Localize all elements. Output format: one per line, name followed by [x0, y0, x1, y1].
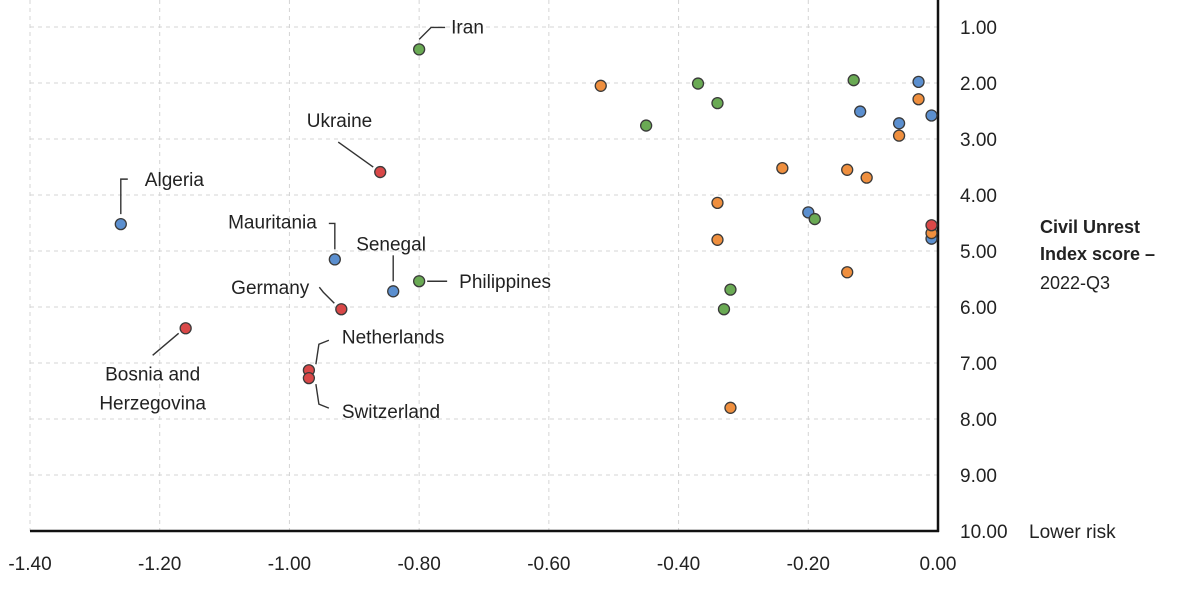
point-label: Ukraine: [307, 111, 372, 132]
data-point-blue: [328, 253, 341, 266]
y-tick-label: 10.00: [960, 522, 1008, 543]
x-tick-label: -1.00: [268, 554, 311, 575]
point-label: Algeria: [145, 170, 205, 191]
data-point-green: [724, 283, 737, 296]
point-label: Switzerland: [342, 402, 440, 423]
leader-line: [418, 26, 446, 40]
y-axis-title-line1: Civil Unrest: [1040, 217, 1140, 237]
grid-lines: [29, 0, 939, 532]
data-point-blue: [854, 105, 867, 118]
point-labels: Algeria Mauritania Senegal Iran Philippines U…: [99, 17, 551, 423]
data-point-blue: [892, 117, 906, 130]
data-point-red: [302, 371, 316, 385]
data-point-blue: [387, 285, 400, 298]
data-point-blue: [114, 217, 127, 231]
x-tick-label: -0.40: [657, 554, 700, 575]
point-label: Mauritania: [228, 212, 317, 233]
data-point-green: [412, 275, 426, 288]
x-axis-ticks: -1.40 -1.20 -1.00 -0.80 -0.60 -0.40 -0.20 0.00: [8, 554, 956, 575]
data-point-orange: [776, 161, 789, 175]
data-point-red: [925, 219, 938, 232]
point-label: Iran: [451, 17, 484, 38]
data-point-green: [847, 74, 860, 87]
data-point-orange: [841, 163, 854, 176]
lower-risk-label: Lower risk: [1029, 522, 1116, 543]
axes: [30, 0, 940, 533]
x-tick-label: -0.60: [527, 554, 570, 575]
data-point-green: [639, 119, 653, 132]
leader-line: [328, 222, 336, 250]
data-point-orange: [912, 93, 925, 106]
data-point-orange: [711, 196, 724, 209]
data-point-blue: [925, 109, 938, 122]
point-label: Germany: [231, 278, 310, 299]
leader-line: [315, 339, 330, 365]
y-tick-label: 1.00: [960, 18, 997, 39]
data-point-orange: [594, 79, 607, 92]
leader-line: [152, 332, 180, 356]
x-tick-label: -1.20: [138, 554, 181, 575]
data-point-red: [179, 322, 192, 335]
data-point-green: [808, 212, 821, 226]
y-tick-label: 9.00: [960, 466, 997, 487]
data-point-green: [717, 303, 731, 316]
x-tick-label: 0.00: [920, 554, 957, 575]
data-point-orange: [841, 266, 854, 279]
x-tick-label: -1.40: [8, 554, 51, 575]
y-tick-label: 6.00: [960, 298, 997, 319]
point-label: Senegal: [356, 234, 426, 255]
y-tick-label: 5.00: [960, 242, 997, 263]
data-point-red: [335, 303, 348, 316]
data-point-orange: [724, 401, 737, 414]
y-axis-title-line2: Index score –: [1040, 244, 1155, 264]
y-tick-label: 3.00: [960, 130, 997, 151]
data-point-green: [412, 43, 426, 56]
data-point-red: [374, 165, 387, 179]
leader-line: [120, 178, 128, 215]
y-tick-label: 4.00: [960, 186, 997, 207]
point-label: Bosnia and Herzegovina: [99, 364, 206, 414]
x-tick-label: -0.80: [397, 554, 440, 575]
label-leader-lines: [120, 26, 448, 409]
data-point-green: [711, 97, 724, 110]
y-axis-ticks: 1.00 2.00 3.00 4.00 5.00 6.00 7.00 8.00 9.00 10.0…: [960, 18, 1008, 543]
y-axis-title-line3: 2022-Q3: [1040, 273, 1110, 293]
data-point-orange: [711, 233, 724, 246]
data-point-blue: [912, 75, 925, 89]
data-point-orange: [860, 171, 873, 184]
x-tick-label: -0.20: [787, 554, 830, 575]
y-tick-label: 2.00: [960, 74, 997, 95]
leader-line: [315, 384, 330, 409]
y-axis-title: Civil Unrest Index score – 2022-Q3 Lower…: [1029, 217, 1155, 543]
data-point-green: [691, 77, 705, 90]
data-points: [114, 43, 938, 414]
point-label: Philippines: [459, 272, 551, 293]
leader-line: [337, 141, 374, 168]
y-tick-label: 8.00: [960, 410, 997, 431]
point-label: Netherlands: [342, 327, 444, 348]
y-tick-label: 7.00: [960, 354, 997, 375]
data-point-orange: [892, 129, 906, 142]
leader-line: [318, 286, 335, 304]
